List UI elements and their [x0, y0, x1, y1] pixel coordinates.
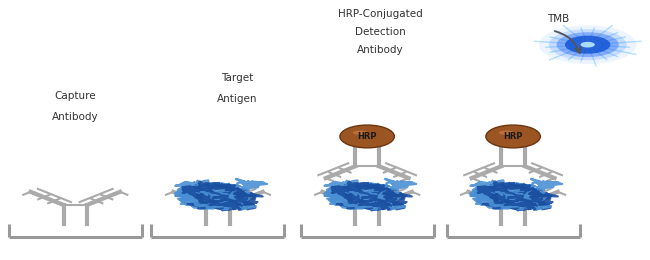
Ellipse shape	[556, 32, 619, 57]
Ellipse shape	[580, 42, 595, 48]
Ellipse shape	[353, 131, 368, 135]
Text: Capture: Capture	[55, 91, 96, 101]
Text: Target: Target	[221, 73, 254, 83]
Text: TMB: TMB	[547, 14, 569, 24]
Text: Detection: Detection	[355, 27, 406, 37]
Text: Antibody: Antibody	[357, 45, 404, 55]
Text: HRP-Conjugated: HRP-Conjugated	[338, 9, 422, 19]
Text: Antigen: Antigen	[217, 94, 257, 104]
Ellipse shape	[499, 131, 514, 135]
Ellipse shape	[340, 125, 395, 148]
Ellipse shape	[549, 29, 627, 60]
Text: HRP: HRP	[358, 132, 377, 141]
Text: HRP: HRP	[503, 132, 523, 141]
Ellipse shape	[539, 25, 636, 64]
Ellipse shape	[486, 125, 540, 148]
Text: Antibody: Antibody	[52, 112, 99, 122]
Ellipse shape	[565, 36, 610, 54]
